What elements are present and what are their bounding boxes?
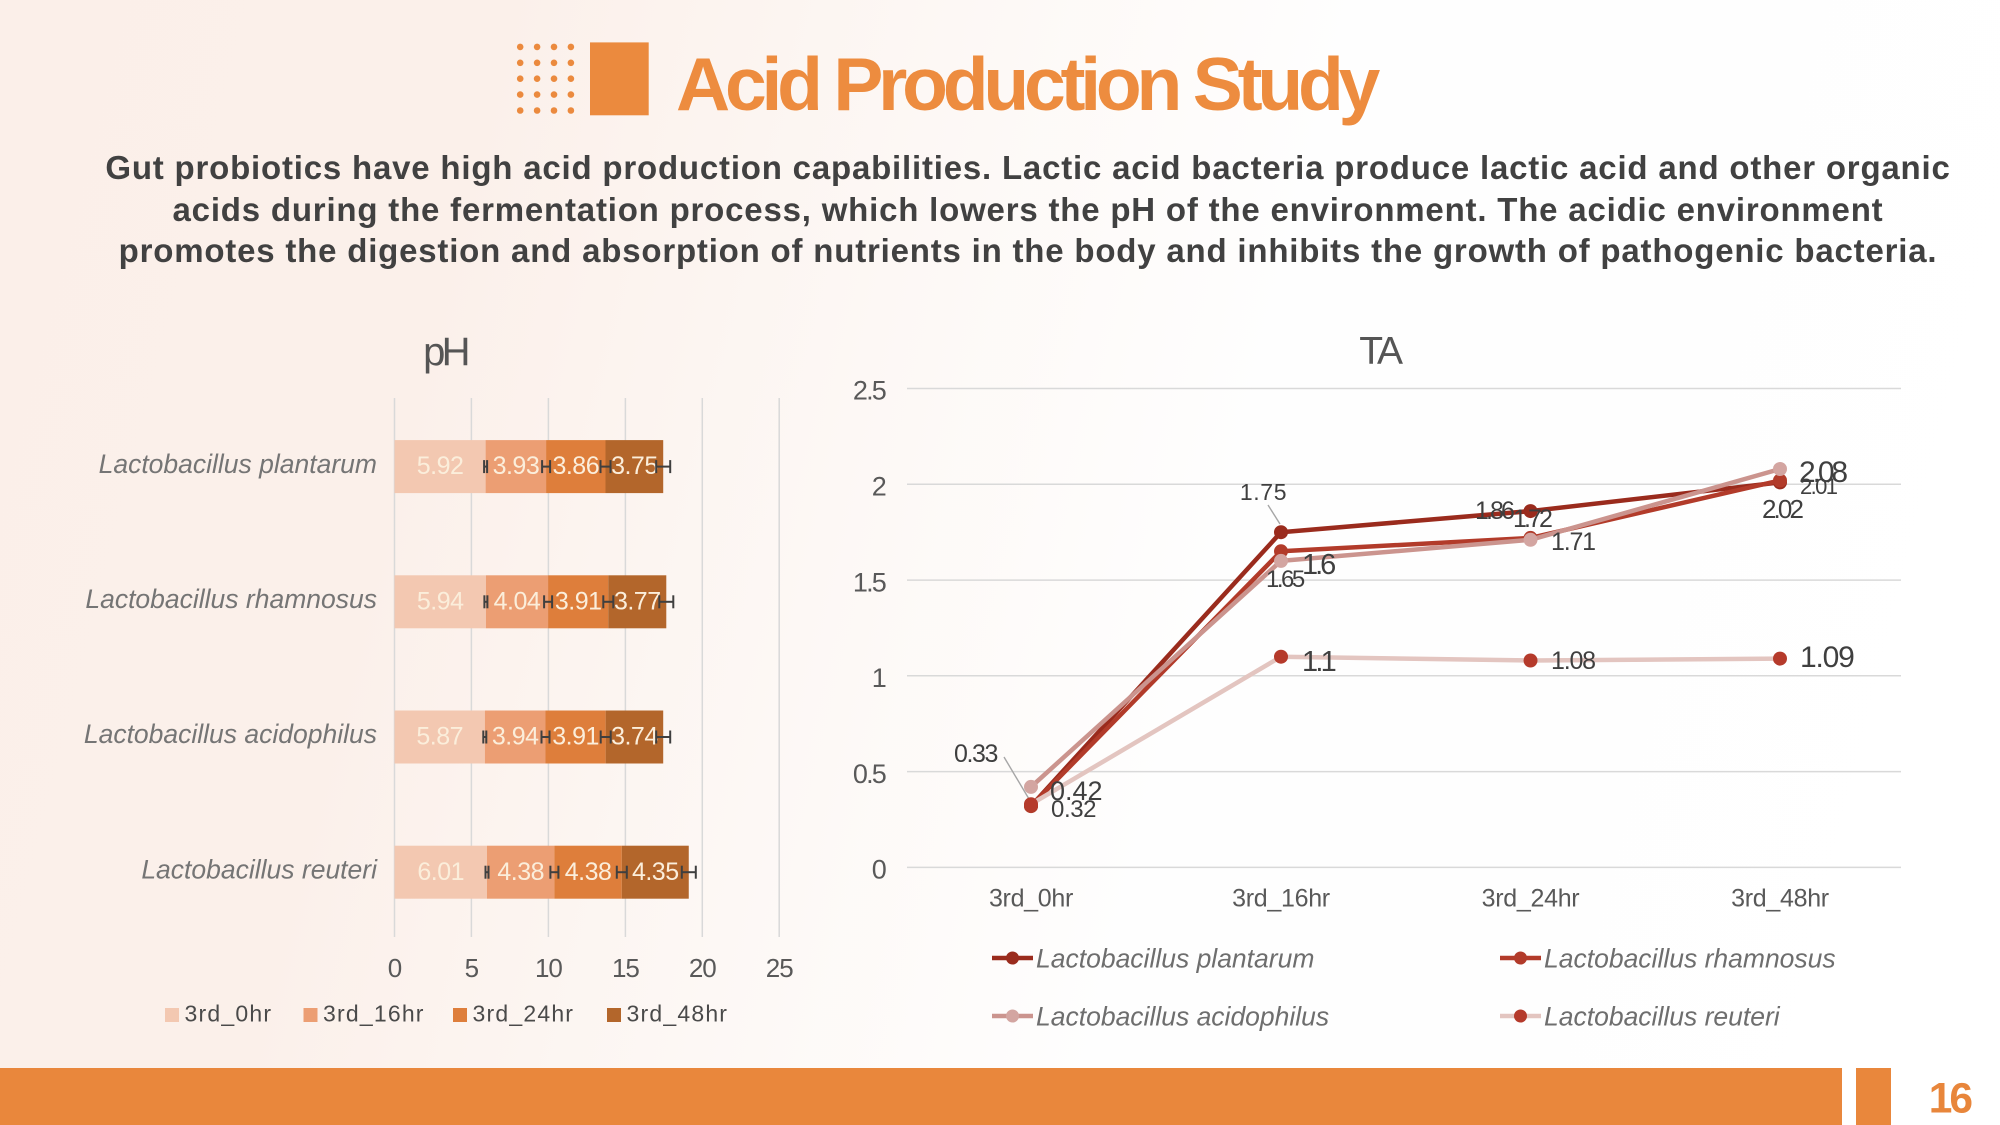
svg-text:1.75: 1.75: [1240, 479, 1287, 505]
svg-text:Lactobacillus plantarum: Lactobacillus plantarum: [1036, 944, 1314, 974]
svg-text:5.87: 5.87: [416, 723, 463, 751]
svg-text:15: 15: [612, 953, 639, 983]
svg-text:1.5: 1.5: [853, 567, 886, 597]
svg-text:Lactobacillus acidophilus: Lactobacillus acidophilus: [1036, 1002, 1329, 1032]
svg-text:pH: pH: [423, 330, 468, 374]
svg-text:1.09: 1.09: [1800, 641, 1854, 674]
svg-text:0.42: 0.42: [1050, 776, 1103, 806]
svg-text:Lactobacillus plantarum: Lactobacillus plantarum: [99, 449, 377, 479]
svg-text:4.04: 4.04: [494, 587, 541, 615]
svg-text:5.92: 5.92: [417, 452, 464, 480]
svg-text:0: 0: [388, 953, 402, 983]
svg-text:3.77: 3.77: [614, 587, 661, 615]
svg-text:3.91: 3.91: [555, 587, 602, 615]
svg-text:2.01: 2.01: [1800, 474, 1838, 499]
svg-text:3.93: 3.93: [493, 452, 540, 480]
svg-text:3rd_0hr: 3rd_0hr: [989, 885, 1073, 913]
svg-text:1.08: 1.08: [1551, 647, 1595, 675]
svg-text:2.02: 2.02: [1762, 494, 1803, 524]
svg-text:5: 5: [465, 953, 479, 983]
svg-text:0.32: 0.32: [1051, 796, 1096, 823]
svg-text:Lactobacillus reuteri: Lactobacillus reuteri: [1544, 1002, 1781, 1032]
svg-text:5.94: 5.94: [417, 587, 464, 615]
svg-text:3rd_16hr: 3rd_16hr: [323, 1001, 425, 1027]
svg-text:1.86: 1.86: [1475, 497, 1514, 525]
svg-text:0.5: 0.5: [853, 759, 886, 789]
svg-text:2.5: 2.5: [853, 376, 886, 406]
svg-text:25: 25: [766, 953, 793, 983]
svg-text:2.08: 2.08: [1799, 456, 1847, 489]
svg-text:0: 0: [872, 855, 886, 885]
svg-text:3.94: 3.94: [492, 723, 539, 751]
svg-text:3.74: 3.74: [611, 723, 658, 751]
svg-text:3rd_16hr: 3rd_16hr: [1232, 885, 1330, 913]
svg-text:1.71: 1.71: [1551, 528, 1595, 556]
svg-text:6.01: 6.01: [417, 858, 464, 886]
svg-text:0.33: 0.33: [954, 740, 998, 768]
svg-text:16: 16: [1929, 1076, 1973, 1123]
svg-text:Lactobacillus rhamnosus: Lactobacillus rhamnosus: [85, 584, 377, 614]
svg-text:4.38: 4.38: [565, 858, 612, 886]
svg-text:4.35: 4.35: [632, 858, 679, 886]
svg-text:3rd_48hr: 3rd_48hr: [1731, 885, 1829, 913]
svg-text:Lactobacillus rhamnosus: Lactobacillus rhamnosus: [1544, 944, 1836, 974]
svg-text:10: 10: [535, 953, 562, 983]
svg-text:1.6: 1.6: [1302, 549, 1335, 581]
svg-text:3.91: 3.91: [552, 723, 599, 751]
svg-text:1.72: 1.72: [1513, 505, 1552, 533]
svg-text:2: 2: [872, 472, 886, 502]
svg-text:20: 20: [689, 953, 716, 983]
svg-text:Lactobacillus acidophilus: Lactobacillus acidophilus: [84, 719, 377, 749]
svg-text:3rd_0hr: 3rd_0hr: [185, 1001, 273, 1027]
svg-text:1: 1: [872, 663, 886, 693]
svg-text:TA: TA: [1359, 330, 1403, 373]
svg-text:3.86: 3.86: [552, 452, 599, 480]
svg-text:1.1: 1.1: [1302, 646, 1336, 678]
svg-text:3rd_24hr: 3rd_24hr: [473, 1001, 575, 1027]
svg-text:4.38: 4.38: [497, 858, 544, 886]
svg-text:Lactobacillus reuteri: Lactobacillus reuteri: [141, 854, 378, 884]
svg-text:3rd_24hr: 3rd_24hr: [1482, 885, 1580, 913]
svg-text:1.65: 1.65: [1266, 566, 1305, 593]
svg-text:3rd_48hr: 3rd_48hr: [627, 1001, 729, 1027]
svg-text:3.75: 3.75: [611, 452, 658, 480]
